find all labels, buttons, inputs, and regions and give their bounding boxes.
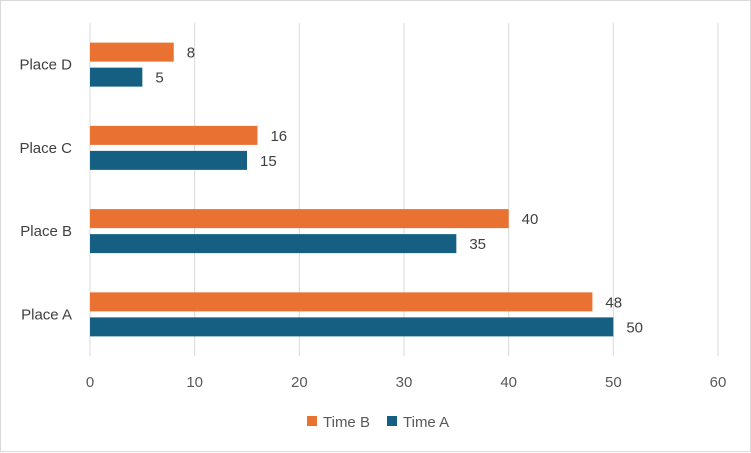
data-label: 5 — [155, 70, 163, 87]
category-label: Place D — [19, 57, 72, 74]
bar-time-a-place-b — [90, 234, 457, 254]
legend: Time B Time A — [307, 414, 449, 431]
x-tick-label: 60 — [710, 374, 727, 391]
bar-time-b-place-d — [90, 42, 174, 62]
data-label: 15 — [260, 153, 277, 170]
data-label: 48 — [605, 294, 622, 311]
bar-time-b-place-a — [90, 292, 593, 312]
bar-time-b-place-b — [90, 209, 509, 229]
gridlines — [89, 23, 719, 356]
x-tick-label: 0 — [86, 374, 94, 391]
data-label: 50 — [626, 319, 643, 336]
data-label: 40 — [522, 211, 539, 228]
x-axis-tick-labels: 0 10 20 30 40 50 60 — [86, 374, 727, 391]
category-labels: Place A Place B Place C Place D — [19, 57, 72, 324]
legend-swatch — [307, 416, 317, 426]
category-label: Place A — [21, 306, 72, 323]
category-label: Place C — [19, 140, 72, 157]
data-label: 35 — [469, 236, 486, 253]
x-tick-label: 20 — [291, 374, 308, 391]
legend-label: Time B — [323, 414, 370, 431]
x-tick-label: 50 — [605, 374, 622, 391]
x-tick-label: 40 — [500, 374, 517, 391]
category-label: Place B — [20, 223, 72, 240]
bars — [90, 42, 614, 337]
bar-time-a-place-d — [90, 67, 143, 87]
legend-label: Time A — [403, 414, 449, 431]
x-tick-label: 30 — [396, 374, 413, 391]
bar-time-a-place-c — [90, 150, 247, 170]
legend-swatch — [387, 416, 397, 426]
x-tick-label: 10 — [186, 374, 203, 391]
bar-time-a-place-a — [90, 317, 614, 337]
bar-time-b-place-c — [90, 125, 258, 145]
data-label: 16 — [270, 128, 287, 145]
data-label: 8 — [187, 45, 195, 62]
